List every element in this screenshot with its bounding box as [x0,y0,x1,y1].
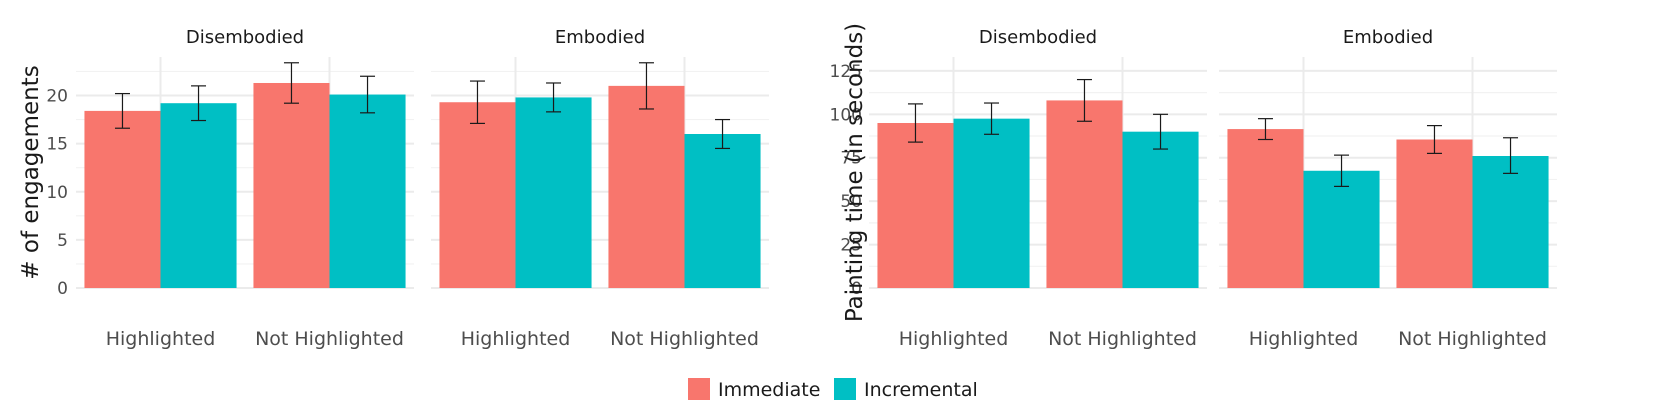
y-tick-label: 125 [830,62,862,82]
x-tick-label: Not Highlighted [1398,328,1547,350]
facet-title: Disembodied [186,27,304,48]
bar-immediate [1227,129,1304,288]
bar-incremental [160,103,237,288]
y-tick-label: 50 [840,192,862,212]
legend-key-immediate [688,378,710,400]
bar-incremental [684,134,761,288]
bar-immediate [1046,100,1123,288]
y-tick-label: 0 [851,279,862,299]
bar-incremental [953,118,1030,288]
legend-label: Incremental [864,379,978,401]
bar-immediate [253,82,330,288]
y-axis-title: # of engagements [18,65,44,279]
bar-immediate [84,110,161,289]
x-tick-label: Highlighted [106,328,216,350]
y-tick-label: 5 [57,231,68,251]
legend-label: Immediate [718,379,820,401]
bar-immediate [877,123,954,288]
y-tick-label: 15 [46,135,68,155]
bar-incremental [1303,170,1380,288]
bar-incremental [329,94,406,288]
bar-immediate [608,85,685,288]
y-tick-label: 25 [840,236,862,256]
y-tick-label: 20 [46,87,68,107]
bar-immediate [439,102,516,288]
x-tick-label: Not Highlighted [1048,328,1197,350]
x-tick-label: Highlighted [461,328,571,350]
bar-immediate [1396,139,1473,288]
x-tick-label: Highlighted [899,328,1009,350]
bar-incremental [1472,156,1549,288]
x-tick-label: Highlighted [1249,328,1359,350]
facet-title: Disembodied [979,27,1097,48]
legend-key-incremental [834,378,856,400]
x-tick-label: Not Highlighted [610,328,759,350]
y-tick-label: 0 [57,279,68,299]
bar-incremental [1122,131,1199,288]
y-tick-label: 75 [840,149,862,169]
y-axis-title: Painting time (in seconds) [842,23,868,322]
x-tick-label: Not Highlighted [255,328,404,350]
facet-title: Embodied [555,27,645,48]
y-tick-label: 10 [46,183,68,203]
facet-title: Embodied [1343,27,1433,48]
y-tick-label: 100 [830,105,862,125]
bar-incremental [515,97,592,288]
